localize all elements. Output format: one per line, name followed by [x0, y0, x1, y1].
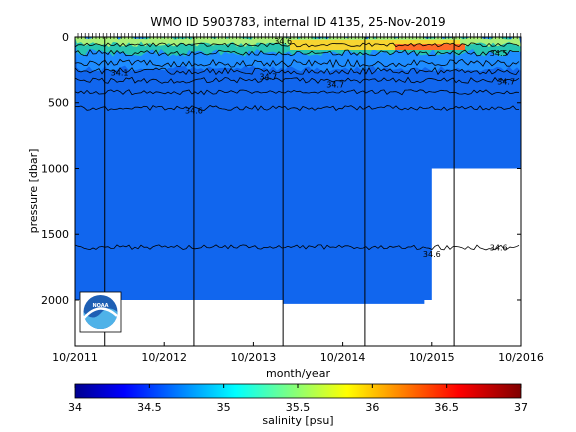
contour-lines — [75, 42, 520, 251]
chart-title: WMO ID 5903783, internal ID 4135, 25-Nov… — [150, 15, 445, 29]
colorbar-tick-label: 36 — [365, 401, 379, 414]
y-axis-label: pressure [dbar] — [27, 149, 40, 234]
contour-label: 34.1 — [111, 69, 129, 78]
contour-line — [75, 49, 519, 57]
contour-line — [75, 76, 520, 84]
noaa-logo-text: NOAA — [92, 303, 108, 309]
noaa-logo: NOAA — [79, 291, 122, 333]
x-tick-label: 10/2012 — [141, 351, 187, 364]
x-tick-label: 10/2015 — [409, 351, 455, 364]
y-tick-label: 2000 — [41, 294, 69, 307]
y-axis: 0 500 1000 1500 2000 — [41, 31, 521, 307]
colorbar-label: salinity [psu] — [262, 414, 333, 427]
deep-water-field — [75, 37, 521, 304]
surface-warm-patch — [290, 40, 460, 50]
x-tick-label: 10/2011 — [52, 351, 98, 364]
contour-labels: 34.1 34.7 34.7 34.7 34.6 34.6 34.6 34.6 34.5 — [111, 37, 515, 259]
contour-label: 34.7 — [259, 72, 277, 81]
contour-label: 34.7 — [497, 78, 515, 87]
colorbar-tick-label: 36.5 — [434, 401, 459, 414]
contour-line — [75, 104, 519, 112]
contour-label: 34.5 — [490, 49, 508, 58]
contour-line — [75, 42, 520, 48]
contour-label: 34.6 — [490, 243, 508, 252]
contour-line — [75, 89, 520, 96]
x-tick-label: 10/2016 — [498, 351, 544, 364]
profile-ticks — [77, 33, 522, 39]
contour-label: 34.7 — [326, 80, 344, 89]
y-tick-label: 0 — [62, 31, 69, 44]
colorbar-tick-label: 35.5 — [286, 401, 311, 414]
surface-hot-patch — [395, 44, 465, 50]
contour-line — [75, 244, 520, 251]
x-tick-label: 10/2013 — [231, 351, 277, 364]
x-axis: 10/2011 10/2012 10/2013 10/2014 10/2015 10/20… — [52, 342, 544, 364]
y-tick-label: 1500 — [41, 228, 69, 241]
contour-line — [75, 58, 520, 69]
colorbar-tick-label: 34 — [68, 401, 82, 414]
colorbar-tick-label: 34.5 — [137, 401, 162, 414]
x-tick-label: 10/2014 — [320, 351, 366, 364]
contour-label: 34.6 — [274, 37, 292, 46]
colorbar-ticks: 34 34.5 35 35.5 36 36.5 37 — [68, 384, 528, 414]
colorbar-tick-label: 35 — [217, 401, 231, 414]
y-tick-label: 1000 — [41, 162, 69, 175]
y-tick-label: 500 — [48, 97, 69, 110]
colorbar-tick-label: 37 — [514, 401, 528, 414]
contour-label: 34.6 — [423, 250, 441, 259]
contour-line — [75, 66, 520, 76]
plot-frame — [74, 36, 522, 347]
x-axis-label: month/year — [266, 367, 330, 380]
plot-area: 34.1 34.7 34.7 34.7 34.6 34.6 34.6 34.6 34.5 — [75, 37, 521, 346]
contour-label: 34.6 — [185, 107, 203, 116]
